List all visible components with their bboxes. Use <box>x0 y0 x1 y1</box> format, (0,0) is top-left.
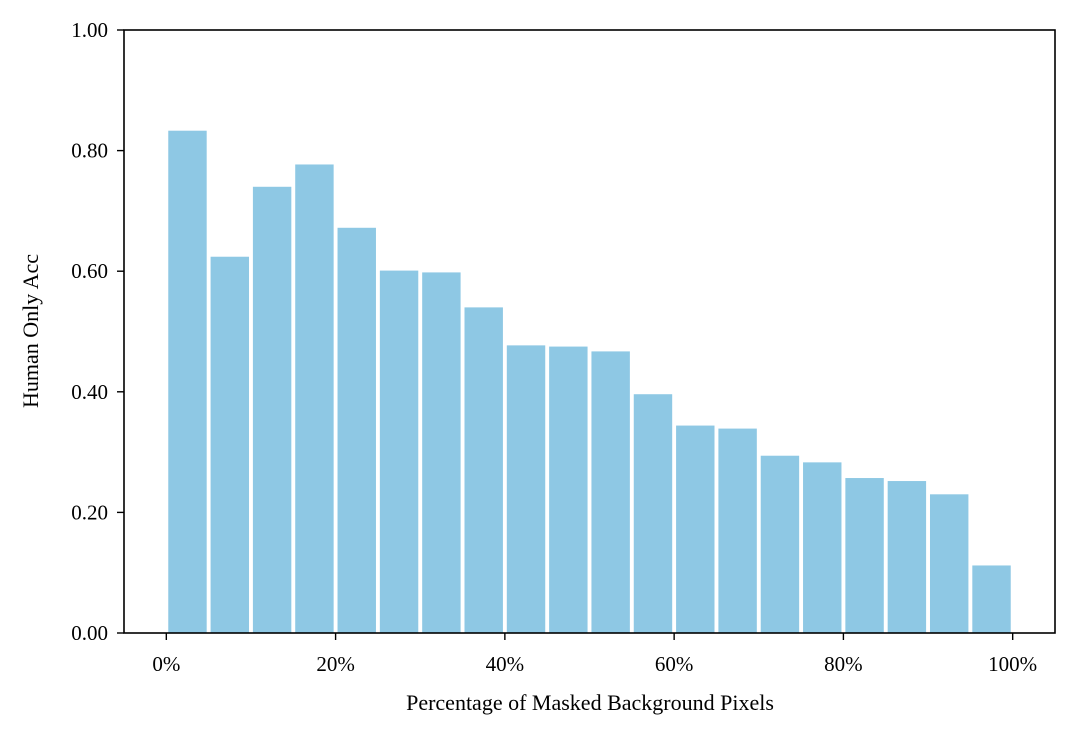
bar-18 <box>929 494 969 633</box>
bar-11 <box>633 394 673 633</box>
y-tick-label: 0.40 <box>71 380 108 404</box>
bar-8 <box>506 345 546 633</box>
bar-0 <box>168 130 207 634</box>
bar-13 <box>718 428 757 633</box>
y-tick-label: 0.80 <box>71 139 108 163</box>
bar-3 <box>295 164 334 633</box>
bar-19 <box>972 565 1011 633</box>
bar-1 <box>210 256 250 633</box>
x-axis-ticks: 0% 20% 40% 60% 80% 100% <box>152 633 1037 676</box>
bar-6 <box>422 272 461 633</box>
bar-12 <box>676 425 715 633</box>
y-axis-ticks: 0.00 0.20 0.40 0.60 0.80 1.00 <box>71 18 124 645</box>
bar-7 <box>464 307 503 633</box>
x-tick-label: 0% <box>152 652 180 676</box>
bar-10 <box>591 351 630 633</box>
x-axis-label: Percentage of Masked Background Pixels <box>406 690 774 715</box>
bar-5 <box>379 270 419 633</box>
x-tick-label: 40% <box>486 652 525 676</box>
bar-14 <box>760 455 800 633</box>
y-tick-label: 0.20 <box>71 500 108 524</box>
y-tick-label: 1.00 <box>71 18 108 42</box>
x-tick-label: 80% <box>824 652 863 676</box>
bar-15 <box>803 462 842 633</box>
bar-4 <box>337 227 376 633</box>
x-tick-label: 100% <box>988 652 1037 676</box>
y-tick-label: 0.60 <box>71 259 108 283</box>
y-tick-label: 0.00 <box>71 621 108 645</box>
x-tick-label: 20% <box>316 652 355 676</box>
x-tick-label: 60% <box>655 652 694 676</box>
bar-17 <box>887 481 927 633</box>
plot-frame <box>123 29 1056 634</box>
bar-2 <box>252 186 292 633</box>
bars-group <box>168 130 1011 634</box>
y-axis-label: Human Only Acc <box>18 254 43 408</box>
bar-9 <box>549 346 588 633</box>
bar-16 <box>845 478 884 633</box>
